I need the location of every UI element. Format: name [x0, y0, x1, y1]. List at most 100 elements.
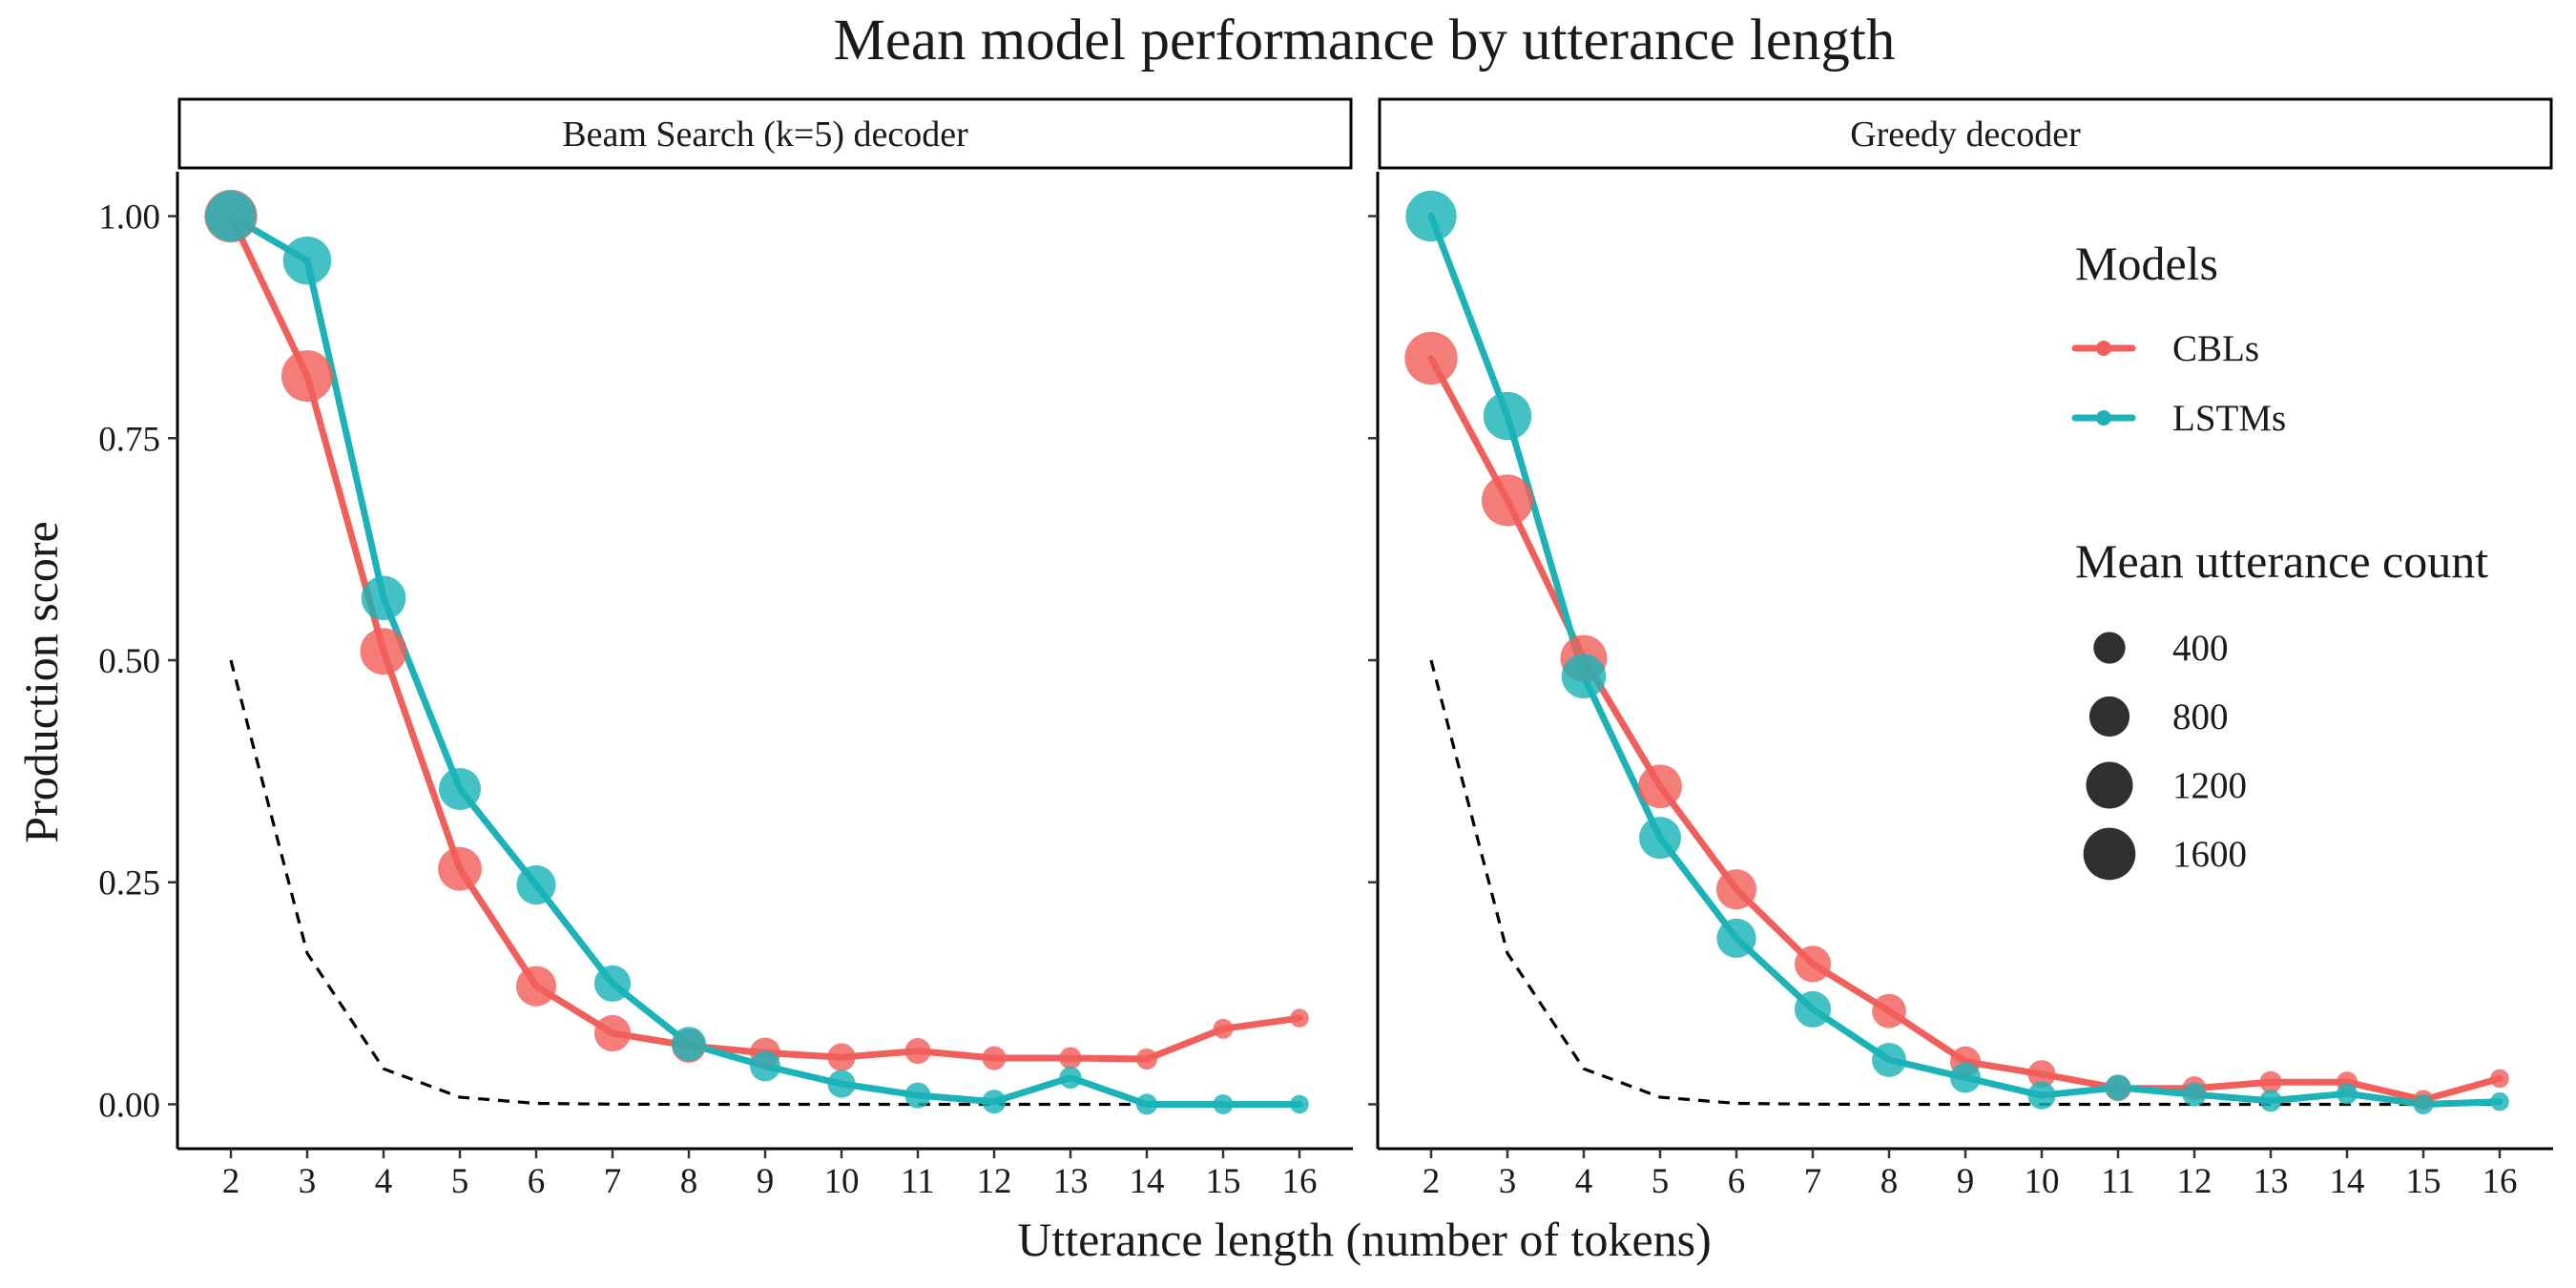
data-point-lstms: [1716, 918, 1756, 958]
data-point-lstms: [1950, 1062, 1981, 1093]
y-tick-label: 0.00: [98, 1086, 160, 1125]
legend-size-label: 1200: [2172, 765, 2247, 806]
x-tick-label: 11: [2101, 1162, 2135, 1201]
legend-key-point-lstms: [2096, 410, 2111, 426]
data-point-lstms: [205, 190, 257, 242]
data-point-cbls: [1213, 1018, 1234, 1039]
x-tick-label: 6: [528, 1162, 546, 1201]
legend-size-label: 800: [2172, 696, 2229, 737]
data-point-lstms: [1290, 1094, 1309, 1114]
chart-title: Mean model performance by utterance leng…: [834, 9, 1896, 73]
data-point-cbls: [1481, 474, 1534, 527]
data-point-cbls: [2259, 1070, 2282, 1093]
legend-label-lstms: LSTMs: [2172, 398, 2286, 439]
data-point-lstms: [2027, 1081, 2056, 1110]
x-tick-label: 2: [1423, 1162, 1441, 1201]
data-point-cbls: [2490, 1069, 2509, 1089]
data-point-cbls: [593, 1014, 632, 1052]
x-tick-label: 14: [2330, 1162, 2365, 1201]
data-point-cbls: [1638, 764, 1682, 809]
data-point-lstms: [1638, 817, 1682, 860]
data-point-cbls: [2027, 1060, 2056, 1089]
data-point-cbls: [1059, 1047, 1082, 1070]
x-tick-label: 4: [375, 1162, 393, 1201]
data-point-lstms: [2490, 1091, 2509, 1111]
data-point-cbls: [827, 1043, 856, 1071]
data-point-lstms: [1483, 391, 1532, 441]
strip-box: [177, 97, 1353, 170]
legend-size-key: [2086, 761, 2133, 809]
data-point-lstms: [1794, 990, 1832, 1028]
x-tick-label: 9: [757, 1162, 775, 1201]
data-point-lstms: [593, 965, 632, 1002]
x-tick-label: 13: [1053, 1162, 1089, 1201]
x-tick-label: 6: [1728, 1162, 1746, 1201]
legend-size-key: [2093, 632, 2126, 664]
legend: Models CBLs LSTMs Mean utterance count 400 80…: [2071, 237, 2488, 881]
data-point-lstms: [750, 1050, 780, 1082]
data-point-lstms: [1213, 1093, 1234, 1114]
data-point-lstms: [438, 767, 482, 810]
data-point-cbls: [515, 966, 557, 1007]
reference-dashed-line: [1429, 659, 2500, 1107]
y-tick-label: 1.00: [98, 198, 160, 238]
data-point-lstms: [282, 236, 332, 285]
data-point-lstms: [1059, 1066, 1082, 1090]
data-point-lstms: [1405, 190, 1457, 242]
panel-beam-search-k-5-decoder: Beam Search (k=5) decoder 0.00 0.25 0.50 0.7…: [98, 97, 1353, 1201]
y-tick-label: 0.25: [98, 864, 160, 904]
data-point-lstms: [2336, 1083, 2358, 1105]
x-tick-label: 5: [1652, 1162, 1670, 1201]
legend-size-label: 400: [2172, 628, 2229, 669]
strip-label: Beam Search (k=5) decoder: [562, 114, 968, 155]
data-point-cbls: [904, 1038, 931, 1065]
legend-size-label: 1600: [2172, 834, 2247, 875]
data-point-lstms: [1135, 1093, 1158, 1115]
data-point-lstms: [904, 1082, 931, 1109]
data-point-cbls: [1404, 331, 1458, 385]
legend-size-key: [2088, 696, 2130, 737]
data-point-cbls: [982, 1046, 1007, 1070]
data-point-lstms: [982, 1090, 1007, 1114]
x-tick-label: 7: [604, 1162, 622, 1201]
y-tick-label: 0.75: [98, 420, 160, 459]
data-point-lstms: [2413, 1093, 2434, 1114]
x-tick-label: 12: [977, 1162, 1012, 1201]
data-point-cbls: [360, 628, 407, 675]
legend-title-models: Models: [2075, 237, 2218, 290]
data-point-lstms: [2259, 1090, 2282, 1112]
y-tick-label: 0.50: [98, 642, 160, 681]
data-point-cbls: [1872, 993, 1906, 1028]
legend-label-cbls: CBLs: [2172, 328, 2259, 369]
series-line-cbls: [1427, 355, 2503, 1104]
x-tick-label: 2: [222, 1162, 240, 1201]
x-tick-label: 15: [2406, 1162, 2441, 1201]
x-tick-label: 10: [824, 1162, 860, 1201]
data-point-cbls: [1794, 945, 1832, 983]
x-tick-label: 10: [2025, 1162, 2060, 1201]
x-tick-label: 11: [901, 1162, 935, 1201]
data-point-lstms: [1561, 654, 1607, 699]
x-tick-label: 4: [1575, 1162, 1593, 1201]
strip-box: [1378, 97, 2553, 170]
data-point-lstms: [361, 575, 406, 621]
data-point-lstms: [1872, 1042, 1906, 1077]
x-tick-label: 13: [2254, 1162, 2289, 1201]
legend-title-size: Mean utterance count: [2075, 534, 2488, 588]
x-tick-label: 3: [299, 1162, 317, 1201]
legend-size-key: [2083, 827, 2136, 881]
data-point-lstms: [827, 1070, 856, 1098]
panels: Beam Search (k=5) decoder 0.00 0.25 0.50 0.7…: [98, 97, 2553, 1201]
x-tick-label: 12: [2177, 1162, 2212, 1201]
data-point-cbls: [280, 350, 334, 403]
legend-key-point-cbls: [2096, 341, 2111, 356]
data-point-cbls: [1290, 1008, 1309, 1028]
y-axis-title: Production score: [14, 521, 68, 842]
x-tick-label: 8: [680, 1162, 698, 1201]
panel-greedy-decoder: Greedy decoder 2 3 4 5 6 7 8 9 10 11 12 13 14 15 16: [1368, 97, 2553, 1201]
data-point-cbls: [1135, 1048, 1158, 1070]
x-axis-title: Utterance length (number of tokens): [1017, 1213, 1712, 1266]
x-tick-label: 8: [1880, 1162, 1899, 1201]
x-tick-label: 14: [1130, 1162, 1165, 1201]
x-tick-label: 3: [1499, 1162, 1517, 1201]
